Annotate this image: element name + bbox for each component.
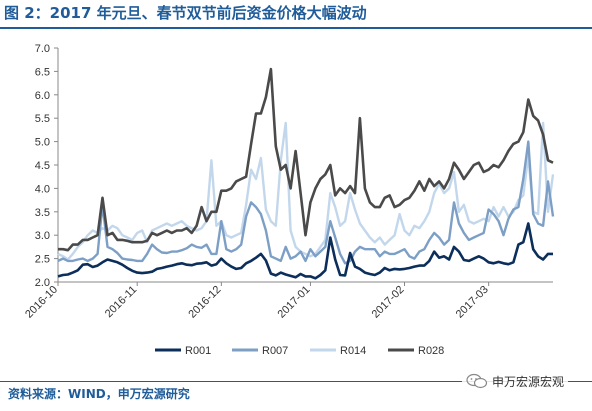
x-tick-label: 2017-01 <box>276 284 313 321</box>
watermark-text: 申万宏源宏观 <box>492 374 565 389</box>
y-tick-label: 4.0 <box>35 183 50 195</box>
wechat-icon <box>466 373 488 389</box>
watermark: 申万宏源宏观 <box>462 370 569 392</box>
series-line-r007 <box>57 140 555 265</box>
x-tick-label: 2017-03 <box>454 284 491 321</box>
x-tick-label: 2016-10 <box>23 284 60 321</box>
legend-label-r007: R007 <box>262 345 288 357</box>
y-tick-label: 3.5 <box>35 207 50 219</box>
legend-label-r014: R014 <box>340 345 366 357</box>
x-tick-label: 2016-11 <box>103 284 139 320</box>
source-note: 资料来源：WIND，申万宏源研究 <box>8 387 190 401</box>
legend-label-r001: R001 <box>185 345 211 357</box>
chart-series <box>57 67 555 280</box>
series-line-r028 <box>58 67 554 252</box>
x-tick-label: 2017-02 <box>370 284 407 321</box>
y-tick-label: 3.0 <box>35 230 50 242</box>
series-line-r001 <box>57 222 553 280</box>
y-tick-label: 7.0 <box>35 43 50 55</box>
y-tick-label: 5.0 <box>35 137 50 149</box>
y-tick-label: 6.5 <box>35 66 50 78</box>
x-tick-label: 2016-12 <box>186 284 223 321</box>
legend-label-r028: R028 <box>418 345 444 357</box>
y-tick-label: 2.0 <box>35 277 50 289</box>
chart-legend: R001 R007 R014 R028 <box>155 345 444 357</box>
figure-title: 图 2：2017 年元旦、春节双节前后资金价格大幅波动 <box>4 4 367 22</box>
y-tick-label: 5.5 <box>35 113 50 125</box>
line-chart: 2.0 2.5 3.0 3.5 4.0 4.5 5.0 5.5 6.0 6.5 7.0 2016-10… <box>23 43 555 357</box>
y-tick-label: 2.5 <box>35 254 50 266</box>
title-divider <box>0 27 592 29</box>
series-line-r014 <box>57 121 555 261</box>
y-tick-label: 4.5 <box>35 160 50 172</box>
footer-divider <box>0 381 592 382</box>
y-tick-label: 6.0 <box>35 90 50 102</box>
